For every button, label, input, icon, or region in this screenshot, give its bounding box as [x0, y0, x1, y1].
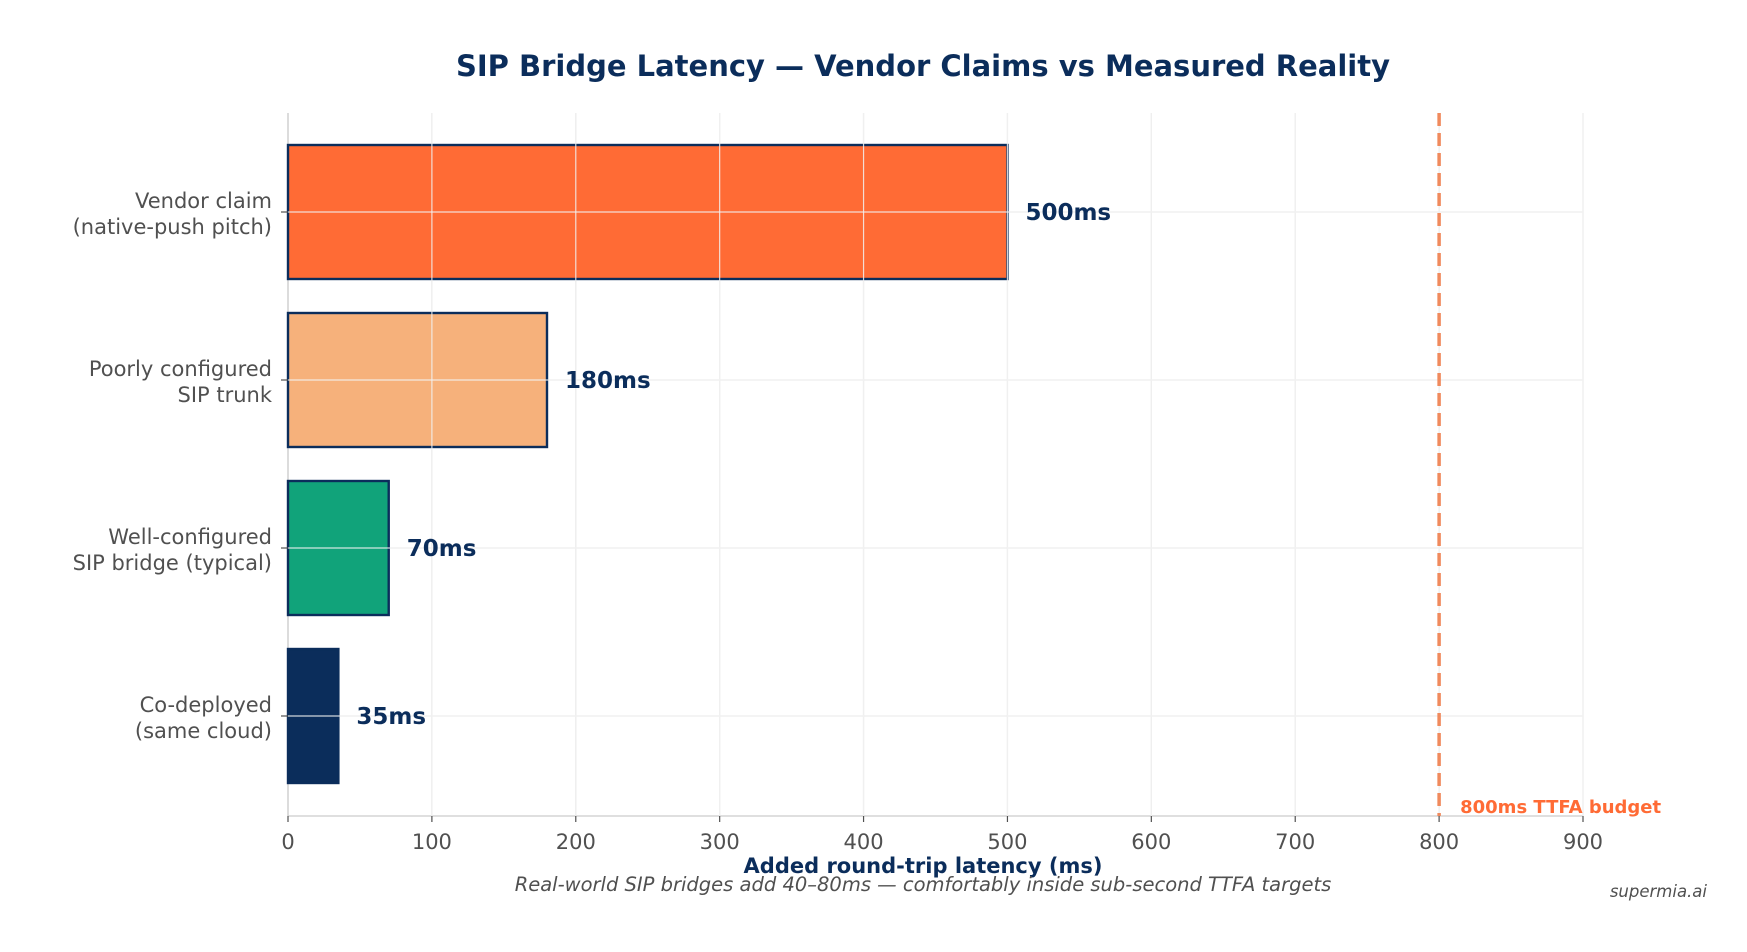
x-tick-label: 800	[1419, 830, 1459, 854]
y-tick-label: Vendor claim (native-push pitch)	[73, 189, 272, 239]
x-tick-label: 100	[412, 830, 452, 854]
reference-line-layer: 800ms TTFA budget	[1437, 113, 1661, 818]
bar-value-label: 180ms	[565, 368, 651, 394]
x-axis-title: Added round-trip latency (ms)	[744, 854, 1103, 878]
x-tick-label: 900	[1563, 830, 1603, 854]
y-tick-label: Poorly configured SIP trunk	[89, 357, 273, 407]
reference-line-label: 800ms TTFA budget	[1460, 797, 1661, 818]
x-tick-label: 400	[844, 830, 884, 854]
y-tick-label: Well-configured SIP bridge (typical)	[73, 525, 272, 575]
watermark-text: supermia.ai	[1610, 882, 1708, 901]
x-tick-label: 700	[1275, 830, 1315, 854]
x-tick-label: 0	[281, 830, 294, 854]
x-tick-label: 200	[556, 830, 596, 854]
bars-layer	[286, 143, 1009, 785]
bar-value-label: 35ms	[356, 704, 426, 730]
y-tick-label: Co-deployed (same cloud)	[135, 693, 272, 743]
bar-value-label: 70ms	[407, 536, 477, 562]
labels-layer: 500ms 180ms 70ms 35ms Vendor claim (native-pu…	[73, 189, 1603, 854]
bar-value-label: 500ms	[1025, 200, 1111, 226]
chart-title: SIP Bridge Latency — Vendor Claims vs Me…	[456, 49, 1390, 83]
chart-subtitle: Real-world SIP bridges add 40–80ms — com…	[515, 873, 1332, 896]
x-tick-label: 500	[987, 830, 1027, 854]
x-tick-label: 600	[1131, 830, 1171, 854]
x-tick-label: 300	[700, 830, 740, 854]
